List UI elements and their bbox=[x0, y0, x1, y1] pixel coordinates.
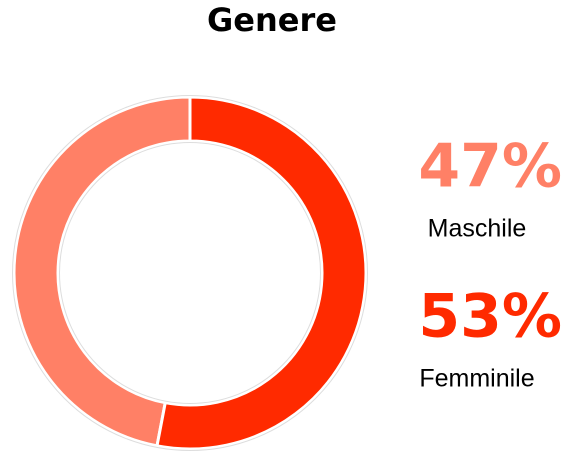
chart-title: Genere bbox=[207, 1, 337, 39]
value-label: 53% bbox=[418, 282, 562, 352]
donut-segment bbox=[155, 95, 368, 451]
value-label: 47% bbox=[418, 132, 562, 202]
donut-inner-outline bbox=[59, 142, 321, 404]
category-label: Maschile bbox=[428, 215, 527, 243]
donut-outline bbox=[12, 95, 368, 451]
category-label: Femminile bbox=[419, 365, 534, 393]
donut-segment bbox=[12, 95, 192, 448]
